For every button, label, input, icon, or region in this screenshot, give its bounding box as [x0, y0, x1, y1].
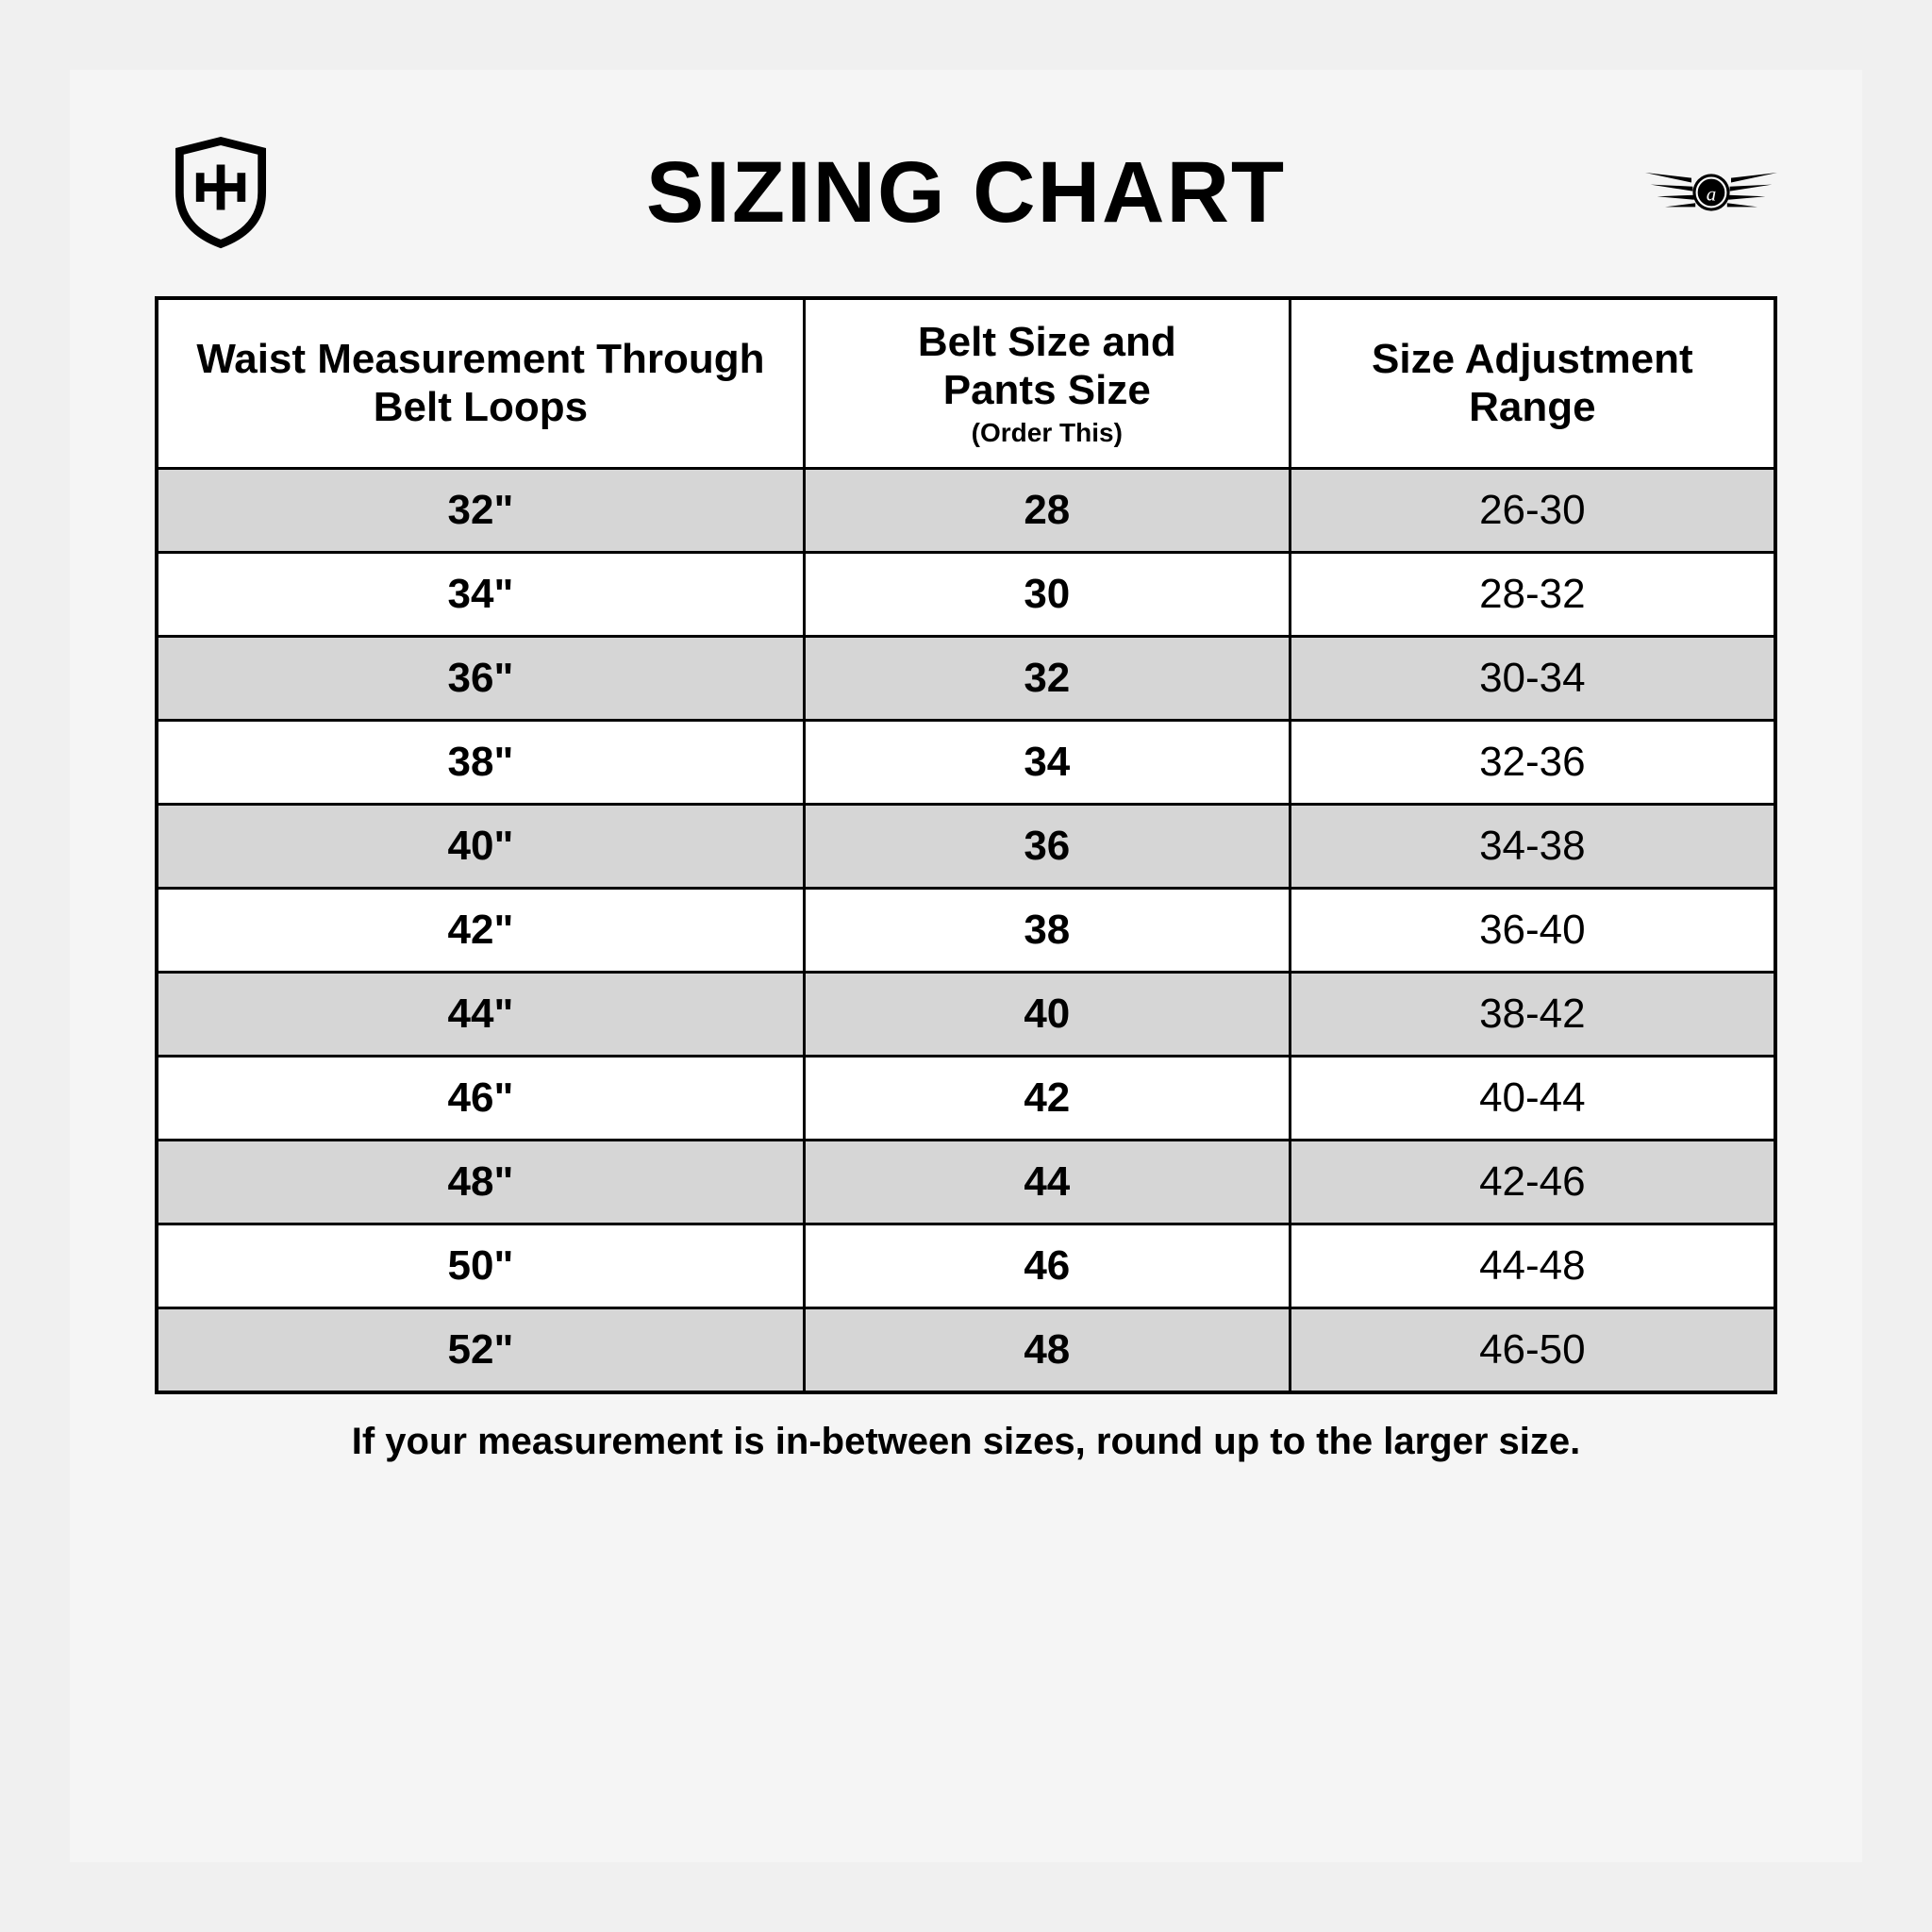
header-belt-line1: Belt Size and: [918, 319, 1176, 365]
table-row: 48"4442-46: [157, 1141, 1775, 1224]
table-row: 38"3432-36: [157, 721, 1775, 805]
table-row: 46"4240-44: [157, 1057, 1775, 1141]
cell-belt: 42: [804, 1057, 1290, 1141]
table-row: 50"4644-48: [157, 1224, 1775, 1308]
cell-belt: 38: [804, 889, 1290, 973]
cell-range: 38-42: [1290, 973, 1775, 1057]
table-row: 34"3028-32: [157, 553, 1775, 637]
table-row: 36"3230-34: [157, 637, 1775, 721]
cell-belt: 30: [804, 553, 1290, 637]
header-belt-sub: (Order This): [815, 418, 1279, 448]
cell-belt: 36: [804, 805, 1290, 889]
cell-range: 32-36: [1290, 721, 1775, 805]
cell-waist: 42": [157, 889, 804, 973]
cell-belt: 48: [804, 1308, 1290, 1393]
cell-range: 34-38: [1290, 805, 1775, 889]
cell-waist: 38": [157, 721, 804, 805]
cell-range: 40-44: [1290, 1057, 1775, 1141]
cell-belt: 44: [804, 1141, 1290, 1224]
cell-range: 36-40: [1290, 889, 1775, 973]
cell-waist: 32": [157, 469, 804, 553]
cell-belt: 40: [804, 973, 1290, 1057]
table-row: 40"3634-38: [157, 805, 1775, 889]
wings-logo-icon: a: [1645, 136, 1777, 249]
header-waist: Waist Measurement Through Belt Loops: [157, 298, 804, 469]
table-row: 44"4038-42: [157, 973, 1775, 1057]
cell-range: 42-46: [1290, 1141, 1775, 1224]
cell-waist: 46": [157, 1057, 804, 1141]
chart-title: SIZING CHART: [287, 143, 1645, 242]
cell-waist: 44": [157, 973, 804, 1057]
cell-waist: 52": [157, 1308, 804, 1393]
cell-range: 30-34: [1290, 637, 1775, 721]
cell-range: 46-50: [1290, 1308, 1775, 1393]
svg-text:a: a: [1707, 182, 1717, 205]
cell-waist: 40": [157, 805, 804, 889]
cell-waist: 36": [157, 637, 804, 721]
cell-belt: 34: [804, 721, 1290, 805]
header-belt: Belt Size and Pants Size (Order This): [804, 298, 1290, 469]
header-range: Size Adjustment Range: [1290, 298, 1775, 469]
header-range-line1: Size Adjustment: [1372, 336, 1693, 382]
header: SIZING CHART a: [155, 136, 1777, 249]
header-belt-line2: Pants Size: [943, 367, 1151, 413]
cell-range: 28-32: [1290, 553, 1775, 637]
table-header-row: Waist Measurement Through Belt Loops Bel…: [157, 298, 1775, 469]
cell-belt: 32: [804, 637, 1290, 721]
header-range-line2: Range: [1469, 384, 1595, 430]
footnote: If your measurement is in-between sizes,…: [155, 1421, 1777, 1463]
cell-belt: 28: [804, 469, 1290, 553]
table-row: 42"3836-40: [157, 889, 1775, 973]
cell-waist: 48": [157, 1141, 804, 1224]
cell-waist: 34": [157, 553, 804, 637]
cell-waist: 50": [157, 1224, 804, 1308]
table-body: 32"2826-3034"3028-3236"3230-3438"3432-36…: [157, 469, 1775, 1393]
cell-belt: 46: [804, 1224, 1290, 1308]
table-row: 52"4846-50: [157, 1308, 1775, 1393]
shield-logo-icon: [155, 136, 287, 249]
sizing-table: Waist Measurement Through Belt Loops Bel…: [155, 296, 1777, 1394]
cell-range: 44-48: [1290, 1224, 1775, 1308]
sizing-chart-card: SIZING CHART a: [70, 70, 1862, 1862]
cell-range: 26-30: [1290, 469, 1775, 553]
table-row: 32"2826-30: [157, 469, 1775, 553]
header-waist-label: Waist Measurement Through Belt Loops: [196, 336, 764, 430]
